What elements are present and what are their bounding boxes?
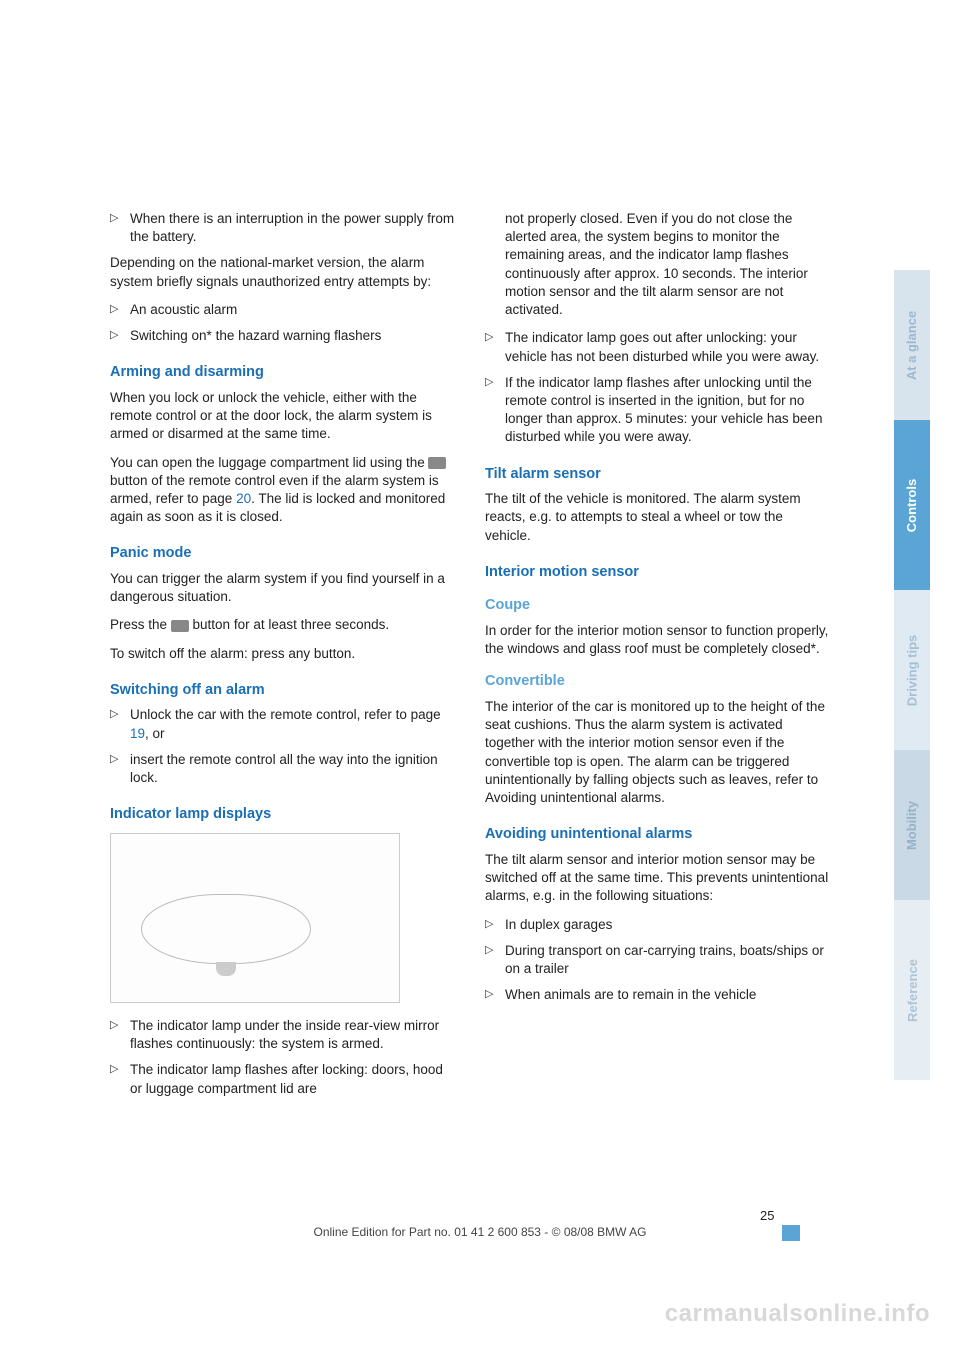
mirror-diagram <box>110 833 400 1003</box>
bullet-icon: ▷ <box>110 301 130 319</box>
list-item: ▷ During transport on car-carrying train… <box>485 942 830 978</box>
tab-driving-tips[interactable]: Driving tips <box>894 590 930 750</box>
bullet-text: The indicator lamp under the inside rear… <box>130 1017 455 1053</box>
text: You can open the luggage compartment lid… <box>110 455 428 470</box>
bullet-icon: ▷ <box>485 374 505 447</box>
bullet-icon: ▷ <box>485 329 505 365</box>
paragraph: The tilt alarm sensor and interior motio… <box>485 851 830 906</box>
bullet-icon: ▷ <box>485 942 505 978</box>
tab-label: Mobility <box>905 800 920 849</box>
spacer <box>485 210 505 319</box>
paragraph: When you lock or unlock the vehicle, eit… <box>110 389 455 444</box>
text: Switching on <box>130 328 207 343</box>
heading-panic: Panic mode <box>110 544 455 564</box>
list-item: ▷ Switching on* the hazard warning flash… <box>110 327 455 345</box>
bullet-text: The indicator lamp flashes after locking… <box>130 1061 455 1097</box>
tab-label: Reference <box>905 959 920 1022</box>
right-column: not properly closed. Even if you do not … <box>485 210 830 1106</box>
page-number: 25 <box>760 1208 774 1223</box>
list-item: ▷ In duplex garages <box>485 916 830 934</box>
page-link-20[interactable]: 20 <box>236 491 251 506</box>
bullet-icon: ▷ <box>110 1061 130 1097</box>
tab-mobility[interactable]: Mobility <box>894 750 930 900</box>
text: the hazard warning flashers <box>212 328 382 343</box>
bullet-icon: ▷ <box>485 916 505 934</box>
heading-indicator: Indicator lamp displays <box>110 805 455 825</box>
subheading-coupe: Coupe <box>485 596 830 616</box>
left-column: ▷ When there is an interruption in the p… <box>110 210 455 1106</box>
paragraph: The interior of the car is monitored up … <box>485 698 830 807</box>
bullet-text: When there is an interruption in the pow… <box>130 210 455 246</box>
subheading-convertible: Convertible <box>485 672 830 692</box>
side-tabs: At a glance Controls Driving tips Mobili… <box>894 270 930 1080</box>
text: Unlock the car with the remote control, … <box>130 707 441 722</box>
bullet-text: During transport on car-carrying trains,… <box>505 942 830 978</box>
page-link-19[interactable]: 19 <box>130 726 145 741</box>
list-item: ▷ When there is an interruption in the p… <box>110 210 455 246</box>
list-item: ▷ An acoustic alarm <box>110 301 455 319</box>
bullet-icon: ▷ <box>110 1017 130 1053</box>
list-item: ▷ The indicator lamp flashes after locki… <box>110 1061 455 1097</box>
mirror-stem-icon <box>216 962 236 976</box>
tab-at-a-glance[interactable]: At a glance <box>894 270 930 420</box>
text: , or <box>145 726 165 741</box>
list-item: ▷ The indicator lamp under the inside re… <box>110 1017 455 1053</box>
bullet-icon: ▷ <box>110 751 130 787</box>
list-item: ▷ The indicator lamp goes out after unlo… <box>485 329 830 365</box>
paragraph: Press the button for at least three seco… <box>110 616 455 634</box>
page-content: ▷ When there is an interruption in the p… <box>110 210 830 1106</box>
list-item: ▷ If the indicator lamp flashes after un… <box>485 374 830 447</box>
list-item: ▷ Unlock the car with the remote control… <box>110 706 455 742</box>
heading-switchoff: Switching off an alarm <box>110 681 455 701</box>
bullet-text: In duplex garages <box>505 916 830 934</box>
paragraph: You can open the luggage compartment lid… <box>110 454 455 527</box>
list-item: ▷ When animals are to remain in the vehi… <box>485 986 830 1004</box>
heading-avoiding: Avoiding unintentional alarms <box>485 825 830 845</box>
text: Press the <box>110 617 171 632</box>
trunk-button-icon <box>428 457 446 469</box>
bullet-icon: ▷ <box>110 706 130 742</box>
tab-reference[interactable]: Reference <box>894 900 930 1080</box>
list-item: ▷ insert the remote control all the way … <box>110 751 455 787</box>
bullet-text: not properly closed. Even if you do not … <box>505 210 830 319</box>
paragraph: To switch off the alarm: press any butto… <box>110 645 455 663</box>
bullet-icon: ▷ <box>110 327 130 345</box>
paragraph: You can trigger the alarm system if you … <box>110 570 455 606</box>
tab-controls[interactable]: Controls <box>894 420 930 590</box>
bullet-text: When animals are to remain in the vehicl… <box>505 986 830 1004</box>
paragraph: Depending on the national-market version… <box>110 254 455 290</box>
footer-line: Online Edition for Part no. 01 41 2 600 … <box>0 1225 960 1239</box>
paragraph: The tilt of the vehicle is monitored. Th… <box>485 490 830 545</box>
heading-arming: Arming and disarming <box>110 363 455 383</box>
watermark: carmanualsonline.info <box>665 1300 930 1328</box>
bullet-text: If the indicator lamp flashes after unlo… <box>505 374 830 447</box>
heading-interior: Interior motion sensor <box>485 563 830 583</box>
bullet-text: Switching on* the hazard warning flasher… <box>130 327 455 345</box>
bullet-text: The indicator lamp goes out after unlock… <box>505 329 830 365</box>
tab-label: Driving tips <box>905 634 920 706</box>
bullet-text: Unlock the car with the remote control, … <box>130 706 455 742</box>
tab-label: At a glance <box>905 310 920 379</box>
bullet-icon: ▷ <box>110 210 130 246</box>
bullet-text: An acoustic alarm <box>130 301 455 319</box>
bullet-text: insert the remote control all the way in… <box>130 751 455 787</box>
heading-tilt: Tilt alarm sensor <box>485 465 830 485</box>
trunk-button-icon <box>171 620 189 632</box>
paragraph: In order for the interior motion sensor … <box>485 622 830 658</box>
text: In order for the interior motion sensor … <box>485 623 828 656</box>
mirror-outline-icon <box>141 894 311 964</box>
text: button for at least three seconds. <box>189 617 389 632</box>
continuation-text: not properly closed. Even if you do not … <box>485 210 830 319</box>
text: . <box>816 641 820 656</box>
bullet-icon: ▷ <box>485 986 505 1004</box>
tab-label: Controls <box>905 478 920 531</box>
